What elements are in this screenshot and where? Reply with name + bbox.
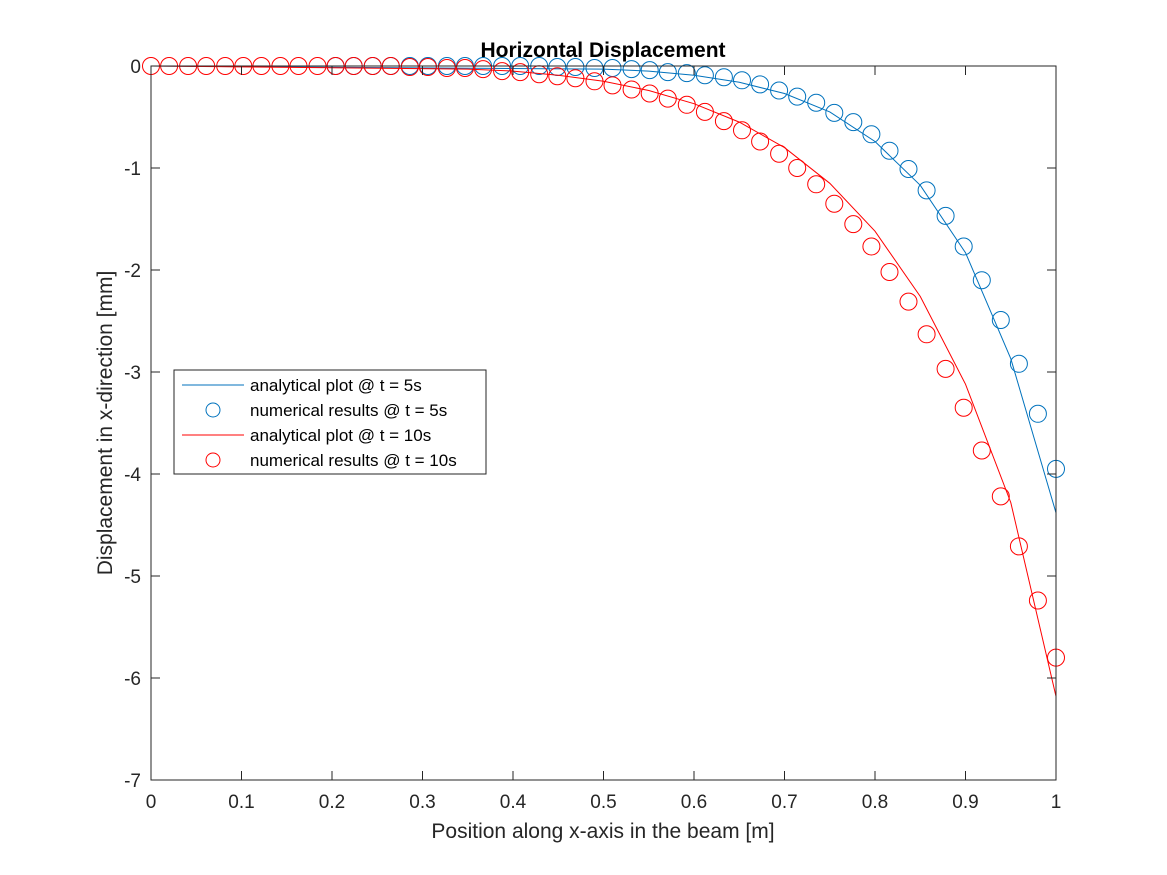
data-point: [548, 67, 567, 86]
x-tick-label: 0: [146, 792, 157, 813]
legend: analytical plot @ t = 5s numerical resul…: [173, 369, 487, 475]
data-point: [566, 58, 585, 76]
x-tick-label: 0.4: [500, 792, 527, 813]
y-axis-label: Displacement in x-direction [mm]: [94, 271, 117, 576]
data-point: [456, 59, 474, 77]
data-point: [991, 311, 1010, 329]
data-point: [658, 89, 677, 108]
data-point: [807, 93, 826, 112]
x-tick-label: 1: [1051, 792, 1062, 813]
data-point: [493, 62, 512, 81]
x-tick-label: 0.6: [681, 792, 707, 813]
x-axis-label: Position along x-axis in the beam [m]: [431, 820, 774, 843]
data-point: [1028, 404, 1047, 423]
data-point: [788, 87, 807, 106]
data-point: [733, 121, 751, 140]
data-point: [751, 132, 770, 151]
data-point: [825, 103, 844, 122]
data-point: [788, 159, 807, 177]
data-point: [418, 58, 437, 76]
data-point: [400, 58, 419, 76]
ticks-layer: 0 0.1 0.2 0.3 0.4 0.5 0.6 0.7 0.8 0.9 1 0 -1 -2 -3 -4 -5…: [124, 57, 1061, 813]
y-tick-label: -5: [124, 567, 141, 588]
data-point: [880, 263, 899, 281]
legend-label-numerical-10s: numerical results @ t = 10s: [250, 451, 457, 470]
x-tick-label: 0.3: [409, 792, 435, 813]
legend-marker-numerical-5s: [205, 402, 221, 418]
y-tick-label: -4: [124, 465, 141, 486]
y-tick-label: -3: [124, 363, 141, 384]
data-point: [880, 141, 899, 160]
data-point: [825, 194, 844, 213]
data-point: [972, 271, 991, 290]
data-point: [862, 125, 881, 144]
x-tick-label: 0.1: [228, 792, 254, 813]
y-tick-label: 0: [130, 57, 141, 78]
y-tick-label: -2: [124, 261, 141, 282]
data-point: [1009, 354, 1028, 373]
data-point: [622, 80, 641, 99]
data-point: [862, 237, 881, 256]
data-point: [695, 66, 714, 85]
legend-box: [173, 369, 487, 475]
data-point: [917, 181, 936, 200]
data-point: [751, 75, 770, 94]
legend-label-analytical-5s: analytical plot @ t = 5s: [250, 376, 422, 395]
y-tick-label: -7: [124, 771, 141, 792]
data-point: [640, 84, 659, 103]
data-point: [622, 60, 641, 79]
data-point: [844, 215, 863, 234]
data-point: [437, 59, 456, 77]
y-tick-label: -6: [124, 669, 141, 690]
data-point: [677, 95, 696, 114]
x-tick-label: 0.8: [862, 792, 888, 813]
data-point: [954, 237, 973, 256]
data-point: [807, 175, 826, 194]
x-tick-label: 0.2: [319, 792, 345, 813]
data-point: [603, 76, 622, 95]
data-point: [585, 72, 604, 91]
legend-label-numerical-5s: numerical results @ t = 5s: [250, 401, 447, 420]
data-point: [954, 398, 973, 417]
data-point: [640, 61, 659, 80]
chart-title: Horizontal Displacement: [480, 39, 725, 62]
data-point: [658, 63, 677, 82]
data-point: [936, 359, 955, 378]
data-point: [770, 144, 789, 163]
x-tick-label: 0.7: [771, 792, 797, 813]
x-tick-label: 0.9: [952, 792, 978, 813]
data-point: [1028, 591, 1047, 610]
data-point: [733, 71, 751, 90]
data-point: [677, 64, 696, 83]
data-point: [936, 206, 955, 225]
data-point: [899, 292, 918, 311]
x-tick-label: 0.5: [590, 792, 616, 813]
data-point: [511, 63, 530, 82]
legend-marker-numerical-10s: [205, 452, 221, 468]
data-point: [991, 487, 1010, 506]
data-point: [1009, 537, 1028, 556]
data-point: [770, 81, 789, 100]
data-point: [474, 60, 493, 79]
data-point: [844, 113, 863, 132]
data-point: [899, 160, 918, 178]
y-tick-label: -1: [124, 159, 141, 180]
data-point: [695, 102, 714, 121]
data-point: [972, 441, 991, 460]
data-point: [566, 69, 585, 88]
legend-label-analytical-10s: analytical plot @ t = 10s: [250, 426, 431, 445]
data-point: [714, 112, 733, 131]
data-point: [714, 68, 733, 87]
data-point: [917, 325, 936, 344]
